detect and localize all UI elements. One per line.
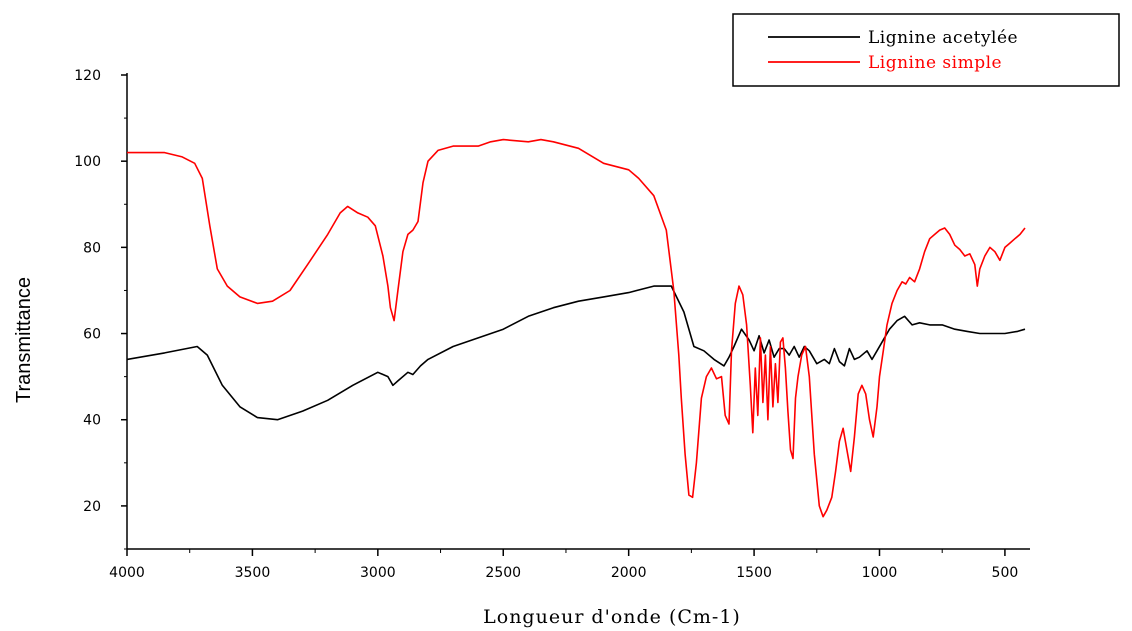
legend: Lignine acetylée Lignine simple — [732, 13, 1120, 87]
x-tick-label-4000: 4000 — [109, 565, 145, 581]
y-tick-label-60: 60 — [83, 327, 101, 343]
series-lines — [126, 138, 1026, 518]
x-tick-label-2000: 2000 — [611, 565, 647, 581]
legend-label-lignine-acetylee: Lignine acetylée — [868, 28, 1018, 48]
x-tick-label-1500: 1500 — [736, 565, 772, 581]
y-axis-ticks: 20 40 60 80 100 120 — [74, 68, 127, 550]
y-tick-label-120: 120 — [74, 68, 101, 84]
series-line-lignine-simple — [127, 138, 1026, 518]
y-tick-label-80: 80 — [83, 240, 101, 256]
x-tick-label-3500: 3500 — [235, 565, 271, 581]
y-axis-title: Transmittance — [13, 277, 35, 403]
x-tick-label-500: 500 — [992, 565, 1019, 581]
legend-label-lignine-simple: Lignine simple — [868, 53, 1002, 73]
x-tick-label-1000: 1000 — [862, 565, 898, 581]
x-axis-ticks: 4000 3500 3000 2500 2000 1500 1000 500 — [109, 549, 1018, 581]
series-line-lignine-acetylee — [126, 285, 1026, 421]
x-tick-label-2500: 2500 — [485, 565, 521, 581]
y-tick-label-100: 100 — [74, 154, 101, 170]
x-tick-label-3000: 3000 — [360, 565, 396, 581]
y-tick-label-40: 40 — [83, 413, 101, 429]
legend-box — [732, 13, 1120, 87]
x-axis-title: Longueur d'onde (Cm-1) — [483, 606, 741, 628]
y-tick-label-20: 20 — [83, 499, 101, 515]
